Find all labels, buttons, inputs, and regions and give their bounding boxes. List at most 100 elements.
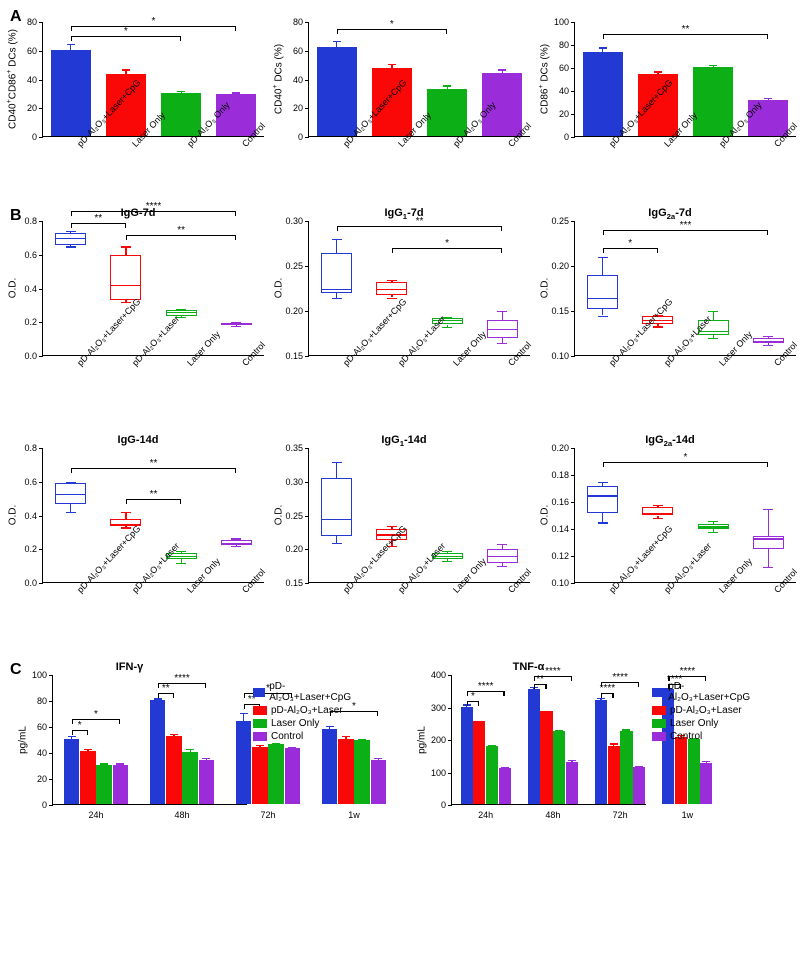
bar: [182, 752, 197, 804]
bar: [427, 89, 467, 136]
ytick-label: 0.14: [551, 524, 569, 534]
ytick-label: 300: [431, 703, 446, 713]
bar: [700, 763, 712, 804]
bar: [566, 762, 578, 804]
significance-text: ***: [680, 222, 692, 230]
ytick-label: 40: [293, 75, 303, 85]
ytick-label: 20: [37, 774, 47, 784]
bar: [688, 739, 700, 804]
significance-text: **: [682, 26, 690, 34]
xtick-label: pD-Al₂O₃+Laser: [396, 541, 447, 595]
y-axis-label: CD86+ DCs (%): [540, 44, 551, 114]
legend-swatch: [253, 688, 265, 697]
ytick-label: 0.2: [24, 544, 37, 554]
ytick-label: 0.20: [551, 261, 569, 271]
y-axis-label: O.D.: [274, 505, 285, 526]
bar: [64, 739, 79, 804]
bar: [285, 748, 300, 804]
bar: [583, 52, 623, 136]
significance-text: ****: [680, 668, 696, 676]
ytick-label: 0: [298, 132, 303, 142]
xtick-label: 1w: [348, 810, 360, 820]
chart-title: [274, 8, 534, 22]
ytick-label: 0.30: [285, 216, 303, 226]
chart-b4: IgG1-14dO.D.0.150.200.250.300.35pD-Al₂O₃…: [274, 434, 534, 651]
xtick-label: pD-Al₂O₃+Laser: [396, 314, 447, 368]
xtick-label: Control: [240, 567, 267, 595]
chart-b5: IgG2a-14dO.D.0.100.120.140.160.180.20*pD…: [540, 434, 800, 651]
ytick-label: 40: [559, 86, 569, 96]
ytick-label: 20: [293, 103, 303, 113]
ytick-label: 0: [32, 132, 37, 142]
ytick-label: 80: [27, 17, 37, 27]
y-axis-label: pg/mL: [417, 726, 428, 754]
legend-swatch: [652, 706, 666, 715]
xtick-label: Laser Only: [185, 556, 222, 595]
chart-title: [8, 8, 268, 22]
bar: [540, 711, 552, 804]
bar: [166, 736, 181, 804]
ytick-label: 0.15: [551, 306, 569, 316]
legend-swatch: [652, 719, 666, 728]
bar: [693, 67, 733, 136]
panel-a-row: A CD40+CD86+ DCs (%)020406080**pD-Al₂O₃+…: [8, 8, 800, 197]
legend-swatch: [652, 732, 666, 741]
xtick-label: 24h: [88, 810, 103, 820]
panel-b-row1: B IgG-7dO.D.0.00.20.40.60.8********pD-Al…: [8, 207, 800, 424]
ytick-label: 0.20: [285, 306, 303, 316]
ytick-label: 0: [42, 800, 47, 810]
ytick-label: 0.10: [551, 578, 569, 588]
bar: [199, 760, 214, 804]
significance-text: *: [445, 240, 449, 248]
ytick-label: 100: [554, 17, 569, 27]
ytick-label: 0.15: [285, 351, 303, 361]
ytick-label: 0.25: [551, 216, 569, 226]
chart-title: [540, 8, 800, 22]
legend: pD-Al₂O₃+Laser+CpGpD-Al₂O₃+LaserLaser On…: [652, 681, 752, 744]
xtick-label: Control: [506, 340, 533, 368]
bar: [80, 751, 95, 804]
ytick-label: 80: [559, 40, 569, 50]
ytick-label: 60: [37, 722, 47, 732]
bar: [317, 47, 357, 136]
chart-a2: CD86+ DCs (%)020406080100**pD-Al₂O₃+Lase…: [540, 8, 800, 197]
xtick-label: 1w: [682, 810, 694, 820]
chart-title: IgG-14d: [8, 434, 268, 448]
legend-swatch: [253, 706, 267, 715]
ytick-label: 0.6: [24, 477, 37, 487]
chart-a0: CD40+CD86+ DCs (%)020406080**pD-Al₂O₃+La…: [8, 8, 268, 197]
chart-title: IgG1-7d: [274, 207, 534, 221]
y-axis-label: CD40+CD86+ DCs (%): [8, 29, 19, 129]
significance-text: *: [390, 21, 394, 29]
boxplot-box: [321, 253, 352, 294]
xtick-label: Control: [506, 567, 533, 595]
xtick-label: Control: [240, 340, 267, 368]
bar: [595, 700, 607, 804]
ytick-label: 0.4: [24, 511, 37, 521]
y-axis-label: O.D.: [8, 505, 19, 526]
ytick-label: 100: [431, 768, 446, 778]
significance-text: *: [94, 711, 98, 719]
ytick-label: 0.2: [24, 317, 37, 327]
legend-label: pD-Al₂O₃+Laser: [271, 705, 343, 716]
xtick-label: pD-Al₂O₃+Laser: [662, 541, 713, 595]
chart-b2: IgG2a-7dO.D.0.100.150.200.25****pD-Al₂O₃…: [540, 207, 800, 424]
y-axis-label: O.D.: [540, 278, 551, 299]
ytick-label: 60: [293, 46, 303, 56]
bar: [675, 737, 687, 804]
ytick-label: 0.6: [24, 250, 37, 260]
bar: [553, 731, 565, 804]
ytick-label: 0.8: [24, 216, 37, 226]
xtick-label: 24h: [478, 810, 493, 820]
ytick-label: 0: [564, 132, 569, 142]
bar: [252, 747, 267, 804]
chart-title: IgG2a-7d: [540, 207, 800, 221]
ytick-label: 0.16: [551, 497, 569, 507]
legend-label: Control: [271, 731, 303, 742]
ytick-label: 0.18: [551, 470, 569, 480]
panel-c-row: C IFN-γpg/mL020406080100************24h4…: [8, 661, 800, 835]
ytick-label: 40: [37, 748, 47, 758]
chart-title: IgG2a-14d: [540, 434, 800, 448]
bar: [338, 739, 353, 804]
bar: [51, 50, 91, 136]
